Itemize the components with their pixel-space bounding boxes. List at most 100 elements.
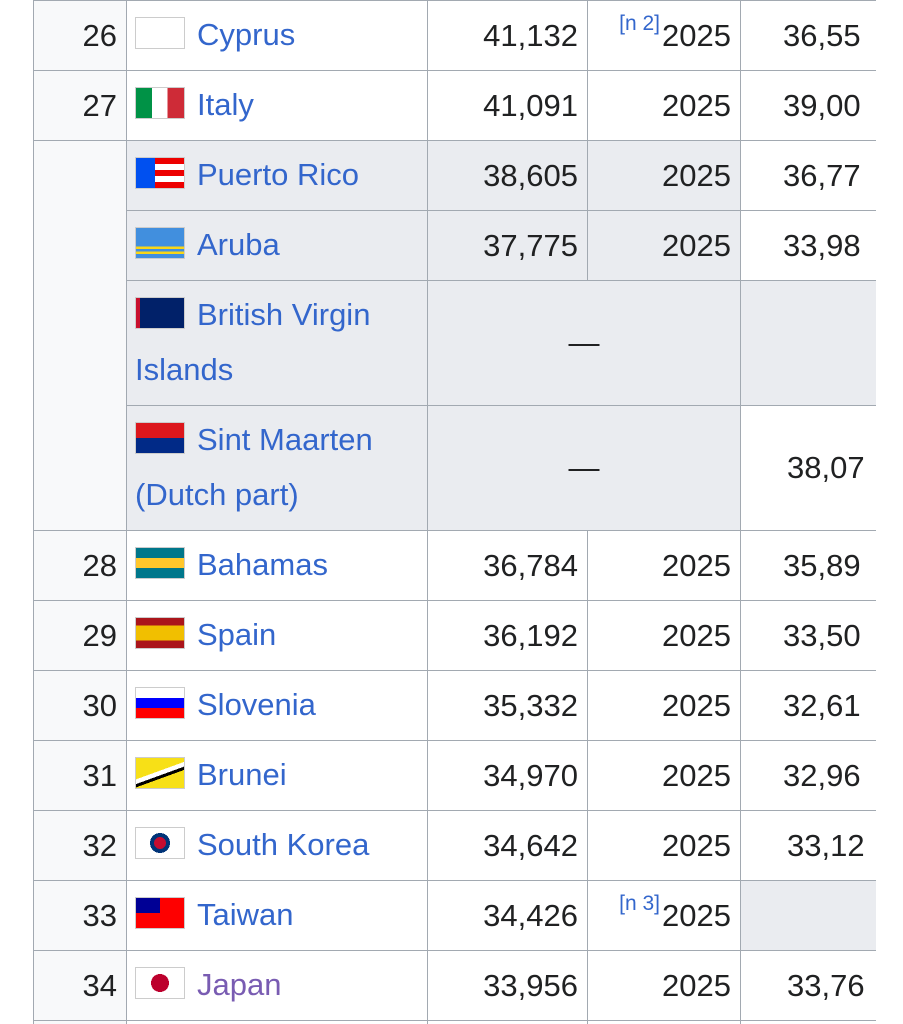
last-cell: 33,50 bbox=[740, 600, 881, 671]
year-cell: [n 3] 2025 bbox=[587, 880, 741, 951]
value-cell bbox=[427, 1020, 588, 1024]
country-cell: Italy bbox=[126, 70, 428, 141]
value: — bbox=[568, 325, 600, 360]
country-link[interactable]: Taiwan bbox=[197, 897, 294, 932]
value-cell: 41,132 bbox=[427, 0, 588, 71]
country-cell: Brunei bbox=[126, 740, 428, 811]
country-link[interactable]: Aruba bbox=[197, 227, 280, 262]
last-cell: 36,55 bbox=[740, 0, 881, 71]
value: 34,970 bbox=[483, 757, 578, 793]
flag-icon bbox=[135, 297, 185, 329]
flag-icon bbox=[135, 422, 185, 454]
year-cell: 2025 bbox=[587, 810, 741, 881]
flag-icon bbox=[135, 617, 185, 649]
last-cell: 32,61 bbox=[740, 670, 881, 741]
year: 2025 bbox=[662, 757, 731, 793]
country-cell: Japan bbox=[126, 950, 428, 1021]
country-cell: British Virgin Islands bbox=[126, 280, 428, 406]
flag-icon bbox=[135, 157, 185, 189]
value: 33,956 bbox=[483, 967, 578, 1003]
rank: 33 bbox=[82, 897, 117, 933]
value-cell: — bbox=[427, 405, 741, 531]
value: 38,605 bbox=[483, 157, 578, 193]
country-link[interactable]: Puerto Rico bbox=[197, 157, 359, 192]
year: 2025 bbox=[662, 227, 731, 263]
country-cell: Spain bbox=[126, 600, 428, 671]
rank: 30 bbox=[82, 687, 117, 723]
rank-cell: 34 bbox=[33, 950, 127, 1021]
country-link[interactable]: Brunei bbox=[197, 757, 287, 792]
country-link[interactable]: Cyprus bbox=[197, 17, 296, 52]
last-cell: 38,07 bbox=[740, 405, 881, 531]
country-link[interactable]: Bahamas bbox=[197, 547, 328, 582]
country-link[interactable]: Italy bbox=[197, 87, 254, 122]
rank-cell: 31 bbox=[33, 740, 127, 811]
rank: 32 bbox=[82, 827, 117, 863]
year-cell: 2025 bbox=[587, 140, 741, 211]
flag-icon bbox=[135, 827, 185, 859]
value: — bbox=[568, 450, 600, 485]
year-cell: [n 2] 2025 bbox=[587, 0, 741, 71]
value-cell: 41,091 bbox=[427, 70, 588, 141]
value-cell: 34,970 bbox=[427, 740, 588, 811]
last-cell bbox=[740, 880, 881, 951]
flag-icon bbox=[135, 967, 185, 999]
rank-cell: 28 bbox=[33, 530, 127, 601]
flag-icon bbox=[135, 897, 185, 929]
value: 38,07 bbox=[787, 450, 865, 485]
footnote-link[interactable]: [n 3] bbox=[619, 891, 661, 915]
country-link[interactable]: Spain bbox=[197, 617, 277, 652]
year-cell: 2025 bbox=[587, 950, 741, 1021]
rank-cell bbox=[33, 1020, 127, 1024]
country-cell: Cyprus bbox=[126, 0, 428, 71]
value: 33,98 bbox=[783, 227, 861, 263]
year: 2025 bbox=[662, 617, 731, 653]
flag-icon bbox=[135, 227, 185, 259]
country-cell: Sint Maarten (Dutch part) bbox=[126, 405, 428, 531]
flag-icon bbox=[135, 757, 185, 789]
rank: 34 bbox=[82, 967, 117, 1003]
value-cell: 38,605 bbox=[427, 140, 588, 211]
value: 35,332 bbox=[483, 687, 578, 723]
last-cell: 35,89 bbox=[740, 530, 881, 601]
country-link[interactable]: Japan bbox=[197, 967, 282, 1002]
last-cell: 33,76 bbox=[740, 950, 881, 1021]
flag-icon bbox=[135, 547, 185, 579]
year-cell: 2025 bbox=[587, 600, 741, 671]
country-cell: Bahamas bbox=[126, 530, 428, 601]
last-cell: 39,00 bbox=[740, 70, 881, 141]
country-link[interactable]: British Virgin Islands bbox=[135, 297, 371, 387]
year-cell: 2025 bbox=[587, 530, 741, 601]
year: 2025 bbox=[662, 967, 731, 1003]
value: 35,89 bbox=[783, 547, 861, 583]
value: 36,192 bbox=[483, 617, 578, 653]
rank-cell: 33 bbox=[33, 880, 127, 951]
value-cell: 37,775 bbox=[427, 210, 588, 281]
country-link[interactable]: Slovenia bbox=[197, 687, 316, 722]
flag-icon bbox=[135, 687, 185, 719]
country-cell: Slovenia bbox=[126, 670, 428, 741]
footnote-link[interactable]: [n 2] bbox=[619, 11, 661, 35]
last-cell: 33,12 bbox=[740, 810, 881, 881]
value: 34,642 bbox=[483, 827, 578, 863]
rank: 27 bbox=[82, 87, 117, 123]
country-cell: Taiwan bbox=[126, 880, 428, 951]
rank-cell: 32 bbox=[33, 810, 127, 881]
value: 32,96 bbox=[783, 757, 861, 793]
rank-cell: 26 bbox=[33, 0, 127, 71]
country-cell: South Korea bbox=[126, 810, 428, 881]
last-cell: 33,98 bbox=[740, 210, 881, 281]
value: 33,76 bbox=[787, 967, 865, 1003]
year-cell bbox=[587, 1020, 741, 1024]
rank: 31 bbox=[82, 757, 117, 793]
year-cell: 2025 bbox=[587, 740, 741, 811]
country-link[interactable]: Sint Maarten (Dutch part) bbox=[135, 422, 373, 512]
country-link[interactable]: South Korea bbox=[197, 827, 370, 862]
value-cell: 35,332 bbox=[427, 670, 588, 741]
year: 2025 bbox=[662, 687, 731, 723]
year: 2025 bbox=[662, 157, 731, 193]
value-cell: 33,956 bbox=[427, 950, 588, 1021]
country-cell bbox=[126, 1020, 428, 1024]
value-cell: 36,784 bbox=[427, 530, 588, 601]
